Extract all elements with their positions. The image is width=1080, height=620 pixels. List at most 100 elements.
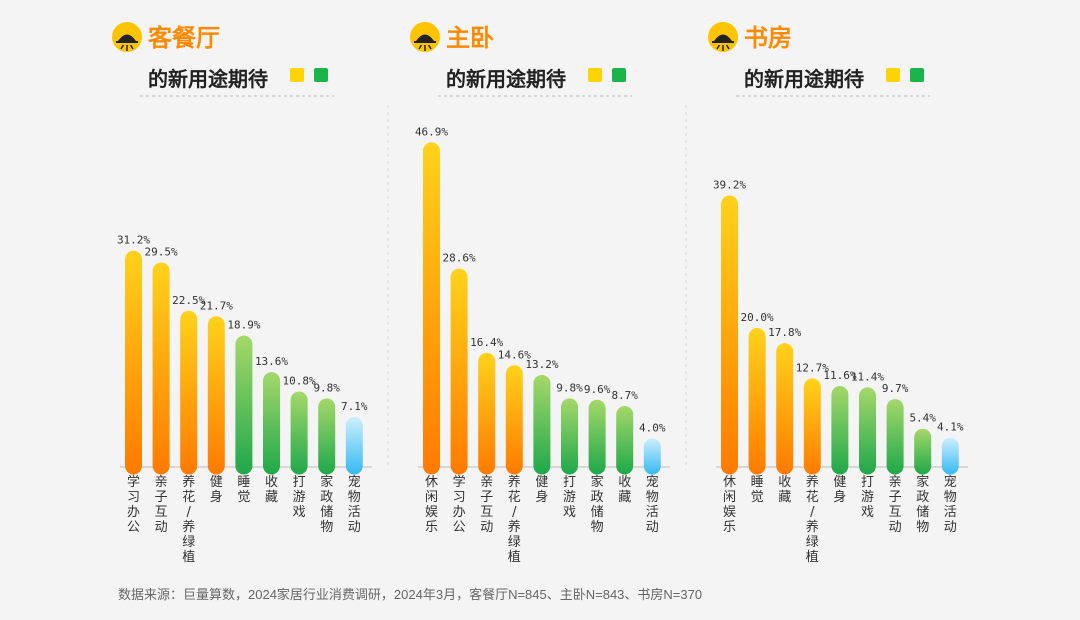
lamp-icon	[112, 22, 142, 52]
data-label: 29.5%	[145, 245, 178, 258]
panel-subtitle: 的新用途期待	[744, 67, 864, 91]
bar-4	[803, 378, 821, 475]
category-label: 亲子互动	[889, 475, 902, 535]
category-label: 收藏	[778, 475, 791, 505]
bar-4	[505, 365, 523, 475]
category-label: 收藏	[265, 475, 278, 505]
category-label: 家政储物	[320, 474, 333, 535]
lamp-ray	[725, 44, 730, 50]
bar-4	[207, 316, 225, 475]
data-label: 31.2%	[117, 234, 150, 247]
bar-6	[859, 387, 876, 475]
panel-title: 书房	[744, 24, 792, 52]
lamp-icon	[708, 22, 738, 52]
bar-8	[914, 428, 932, 475]
category-label: 健身	[833, 475, 846, 505]
lamp-ray	[716, 44, 721, 50]
data-label: 22.5%	[172, 294, 205, 307]
data-label: 9.8%	[313, 381, 340, 394]
category-label: 打游戏	[861, 475, 874, 520]
bar-5	[831, 385, 849, 475]
data-source-note: 数据来源：巨量算数，2024家居行业消费调研，2024年3月，客餐厅N=845、…	[118, 587, 703, 602]
legend-green-swatch	[314, 68, 328, 82]
data-label: 8.7%	[611, 389, 638, 402]
data-label: 11.6%	[823, 369, 856, 382]
bar-9	[643, 438, 661, 475]
category-label: 养花/养绿植	[508, 474, 521, 565]
data-label: 20.0%	[741, 311, 774, 324]
data-label: 10.8%	[283, 374, 316, 387]
data-label: 12.7%	[796, 361, 829, 374]
lamp-ray	[427, 44, 432, 50]
bar-1	[423, 142, 440, 475]
data-label: 14.6%	[498, 348, 531, 361]
lamp-icon	[410, 22, 440, 52]
lamp-shade	[714, 34, 732, 41]
category-label: 亲子互动	[480, 475, 493, 535]
bar-3	[180, 310, 198, 475]
category-label: 健身	[210, 475, 223, 505]
bar-6	[561, 398, 578, 475]
bar-3	[478, 352, 496, 475]
category-label: 宠物活动	[348, 474, 361, 535]
panel-subtitle: 的新用途期待	[446, 67, 566, 91]
data-label: 7.1%	[341, 400, 368, 413]
data-label: 28.6%	[443, 252, 476, 265]
data-label: 4.0%	[639, 421, 666, 434]
bar-5	[533, 374, 551, 475]
bar-1	[721, 195, 738, 475]
lamp-shade	[118, 34, 136, 41]
bar-2	[748, 328, 766, 475]
lamp-ray	[418, 44, 423, 50]
category-label: 打游戏	[563, 475, 576, 520]
category-label: 宠物活动	[646, 474, 659, 535]
category-label: 亲子互动	[155, 475, 168, 535]
data-label: 16.4%	[470, 336, 503, 349]
data-label: 46.9%	[415, 125, 448, 138]
legend-green-swatch	[612, 68, 626, 82]
data-label: 21.7%	[200, 299, 233, 312]
data-label: 9.8%	[556, 381, 583, 394]
data-label: 4.1%	[937, 421, 964, 434]
data-label: 39.2%	[713, 179, 746, 192]
category-label: 健身	[535, 475, 548, 505]
data-label: 9.7%	[882, 382, 909, 395]
bar-8	[318, 398, 336, 475]
data-label: 17.8%	[768, 326, 801, 339]
data-label: 5.4%	[909, 412, 936, 425]
legend-yellow-swatch	[290, 68, 304, 82]
category-label: 睡觉	[751, 475, 764, 505]
category-label: 收藏	[618, 475, 631, 505]
category-label: 家政储物	[916, 474, 929, 535]
category-label: 打游戏	[293, 475, 306, 520]
data-label: 13.2%	[525, 358, 558, 371]
lamp-ray	[129, 44, 134, 50]
data-label: 13.6%	[255, 355, 288, 368]
category-label: 宠物活动	[944, 474, 957, 535]
bar-3	[776, 343, 794, 475]
bar-9	[941, 437, 959, 475]
category-label: 学习办公	[453, 474, 466, 535]
bar-2	[450, 268, 468, 475]
category-label: 休闲娱乐	[723, 475, 736, 535]
data-label: 9.6%	[584, 383, 611, 396]
legend-green-swatch	[910, 68, 924, 82]
bar-9	[345, 417, 363, 475]
data-label: 18.9%	[227, 319, 260, 332]
bar-7	[588, 399, 606, 475]
panel-title: 主卧	[446, 25, 494, 52]
category-label: 家政储物	[591, 474, 604, 535]
bar-7	[886, 399, 904, 475]
legend-yellow-swatch	[886, 68, 900, 82]
legend-yellow-swatch	[588, 68, 602, 82]
lamp-shade	[416, 34, 434, 41]
category-label: 睡觉	[237, 475, 250, 505]
bar-5	[235, 335, 253, 475]
category-label: 养花/养绿植	[182, 474, 195, 565]
lamp-ray	[120, 44, 125, 50]
